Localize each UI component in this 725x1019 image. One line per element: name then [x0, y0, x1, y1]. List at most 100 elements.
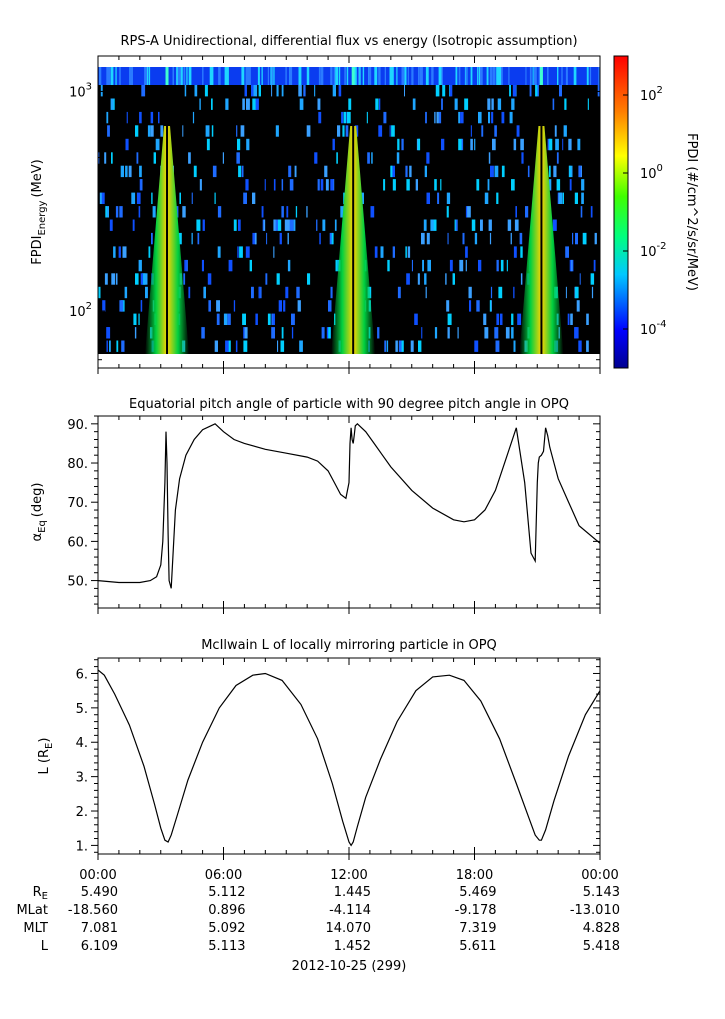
spectrogram-cell [511, 179, 515, 191]
spectrogram-cell [251, 286, 254, 299]
ephemeris-row-label: MLT [23, 921, 48, 936]
spectrogram-cell [401, 138, 404, 151]
spectrogram-cell [440, 179, 442, 191]
ephemeris-row-label: RE [33, 885, 48, 902]
spectrogram-cell [587, 98, 589, 110]
spectrogram-cell [281, 85, 284, 97]
spectrogram-cell [104, 152, 107, 164]
spectrogram-cell [493, 67, 496, 85]
spectrogram-cell [446, 206, 449, 218]
spectrogram-cell [236, 340, 238, 352]
spectrogram-cell [244, 327, 248, 339]
spectrogram-cell [520, 138, 524, 151]
spectrogram-cell [425, 67, 429, 85]
spectrogram-cell [150, 125, 154, 137]
spectrogram-cell [494, 165, 499, 178]
spectrogram-cell [571, 259, 573, 272]
spectrogram-cell [529, 67, 532, 85]
spectrogram-cell [273, 246, 275, 258]
spectrogram-cell [374, 67, 378, 85]
spectrogram-cell [423, 219, 427, 231]
spectrogram-cell [575, 232, 578, 245]
spectrogram-cell [494, 327, 499, 339]
spectrogram-cell [255, 313, 258, 325]
spectrogram-cell [116, 340, 119, 352]
spectrogram-cell [547, 67, 549, 85]
spectrogram-cell [446, 192, 451, 204]
spectrogram-x-axis [97, 56, 601, 374]
spectrogram-cell [186, 259, 188, 272]
spectrogram-cell [133, 313, 137, 325]
spectrogram-cell [358, 67, 361, 85]
spectrogram-cell [291, 327, 294, 339]
spectrogram-cell [491, 98, 494, 110]
spectrogram-cell [426, 192, 430, 204]
spectrogram-cell [281, 206, 284, 218]
spectrogram-cell [214, 340, 218, 352]
spectrogram-cell [506, 259, 508, 272]
spectrogram-cell [317, 98, 321, 110]
spectrogram-cell [501, 111, 505, 124]
spectrogram-cell [486, 67, 489, 85]
spectrogram-cell [104, 273, 108, 285]
spectrogram-cell [449, 259, 453, 272]
spectrogram-cell [476, 300, 480, 312]
spectrogram-cell [214, 192, 216, 204]
spectrogram-cell [569, 165, 571, 178]
spectrogram-cell [148, 246, 151, 258]
spectrogram-cell [484, 192, 489, 204]
spectrogram-cell [378, 67, 381, 85]
spectrogram-cell [549, 179, 552, 191]
ephemeris-value: 7.319 [459, 921, 496, 936]
spectrogram-cell [538, 67, 541, 85]
spectrogram-cell [121, 340, 125, 352]
spectrogram-cell [110, 98, 114, 110]
spectrogram-cell [459, 259, 464, 272]
spectrogram-cell [179, 192, 181, 204]
spectrogram-cell [216, 300, 220, 312]
spectrogram-cell [500, 313, 503, 325]
spectrogram-cell [332, 85, 336, 97]
spectrogram-cell [457, 327, 459, 339]
spectrogram-cell [478, 67, 480, 85]
y-tick-label: 1. [76, 839, 88, 854]
spectrogram-cell [507, 219, 512, 231]
spectrogram-cell [227, 313, 231, 325]
spectrogram-cell [275, 219, 278, 231]
spectrogram-cell [489, 232, 492, 245]
spectrogram-cell [141, 85, 146, 97]
spectrogram-cell [593, 259, 596, 272]
spectrogram-cell [488, 152, 491, 164]
spectrogram-cell [106, 111, 109, 124]
spectrogram-cell [134, 327, 137, 339]
spectrogram-cell [392, 179, 396, 191]
spectrogram-cell [180, 67, 183, 85]
spectrogram-cell [487, 98, 491, 110]
time-tick-label: 00:00 [581, 868, 618, 883]
spectrogram-cell [424, 273, 427, 285]
spectrogram-cell [389, 125, 391, 137]
spectrogram-cell [404, 85, 405, 97]
spectrogram-cell [452, 273, 455, 285]
spectrogram-cell [516, 125, 520, 137]
spectrogram-cell [576, 300, 580, 312]
spectrogram-cell [236, 125, 238, 137]
spectrogram-cell [465, 246, 468, 258]
spectrogram-cell [138, 206, 141, 218]
spectrogram-cell [138, 259, 142, 272]
spectrogram-cell [563, 125, 567, 137]
spectrogram-cell [299, 98, 304, 110]
spectrogram-cell [532, 67, 534, 85]
spectrogram-cell [143, 273, 148, 285]
spectrogram-cell [409, 246, 411, 258]
spectrogram-cell [266, 232, 268, 245]
spectrogram-cell [337, 125, 341, 137]
spectrogram-cell [553, 165, 557, 178]
spectrogram-cell [487, 179, 490, 191]
spectrogram-cell [358, 67, 360, 85]
spectrogram-cell [258, 85, 261, 97]
ephemeris-value: 5.113 [208, 939, 245, 954]
spectrogram-cell [360, 192, 364, 204]
spectrogram-cell [306, 67, 310, 85]
spectrogram-cell [492, 138, 496, 151]
